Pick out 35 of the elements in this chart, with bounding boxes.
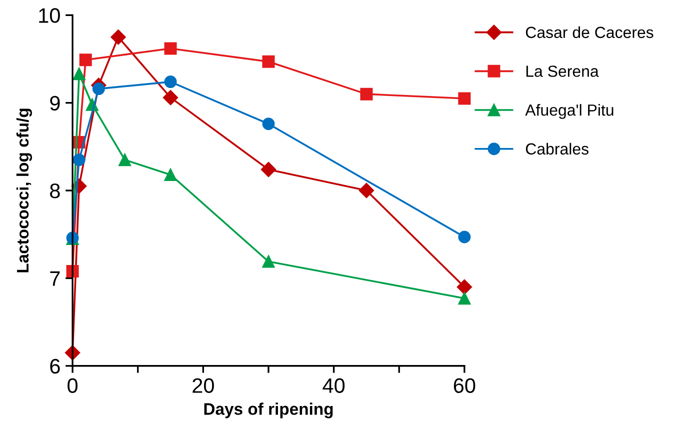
x-axis-title: Days of ripening (204, 402, 333, 418)
point (110, 30, 126, 45)
point (72, 68, 86, 80)
point (164, 76, 177, 88)
point (118, 154, 132, 166)
x-tick-label: 60 (454, 378, 476, 393)
legend-label: Afuega'l Pitu (525, 104, 614, 119)
point (458, 92, 471, 105)
point (262, 118, 275, 130)
y-tick-label: 10 (39, 8, 60, 23)
y-tick-label: 8 (50, 184, 60, 198)
legend-label: Cabrales (526, 142, 588, 155)
point (164, 168, 177, 181)
x-tick-label: 40 (322, 378, 345, 393)
legend-label: La Serena (526, 66, 599, 77)
point (162, 90, 178, 106)
legend-label: Casar de Caceres (526, 26, 654, 38)
point (262, 55, 275, 68)
y-axis-title: Lactococci, log cfu/g (16, 108, 32, 272)
y-tick-label: 7 (50, 271, 60, 286)
y-tick-label: 6 (50, 358, 60, 374)
point (260, 162, 276, 178)
point (79, 54, 92, 66)
point (262, 255, 275, 268)
point (92, 82, 105, 96)
x-tick-label: 0 (68, 378, 78, 393)
point (458, 230, 471, 244)
point (360, 88, 373, 100)
point (164, 42, 177, 55)
point (72, 154, 86, 166)
x-tick-label: 20 (192, 378, 214, 393)
point (458, 292, 471, 305)
point (358, 182, 374, 198)
y-tick-label: 9 (50, 96, 60, 111)
point (456, 279, 472, 295)
